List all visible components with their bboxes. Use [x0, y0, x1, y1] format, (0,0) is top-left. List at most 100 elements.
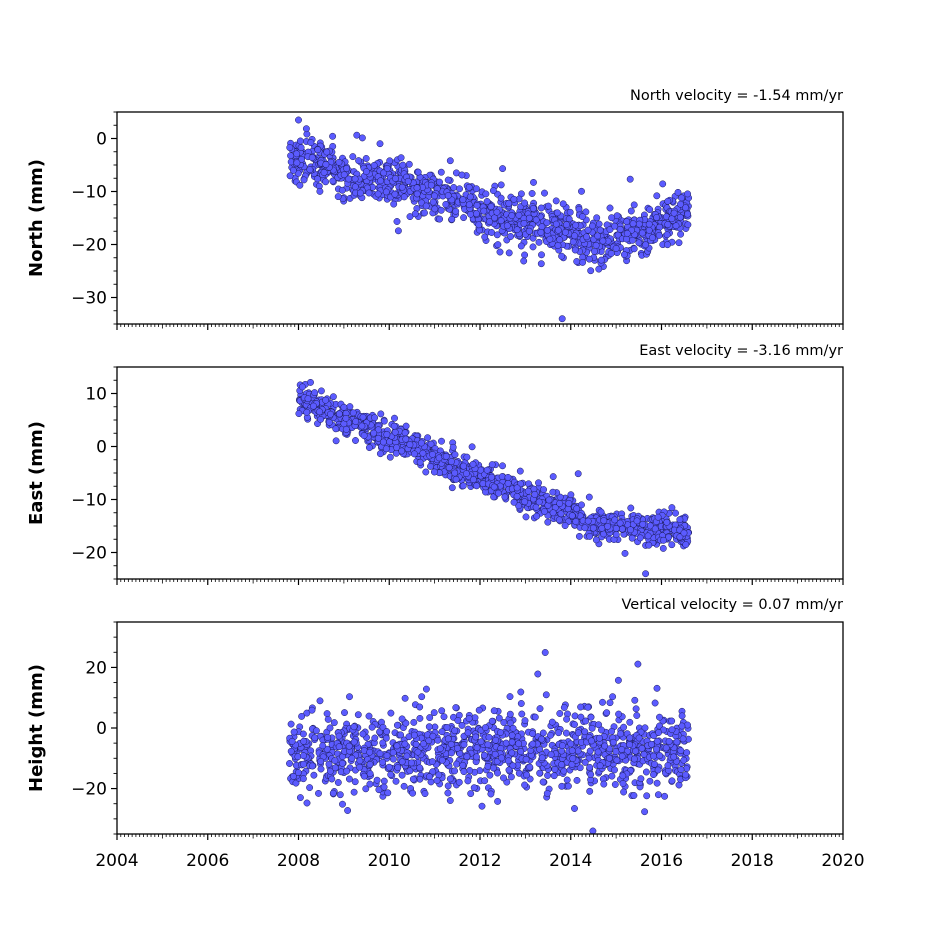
- north-data-point: [525, 227, 533, 235]
- height-data-point: [484, 741, 492, 749]
- north-data-point: [684, 190, 692, 198]
- height-data-point: [548, 718, 556, 726]
- height-data-point: [599, 698, 606, 706]
- east-data-point: [555, 516, 563, 524]
- height-data-point: [398, 715, 406, 723]
- north-data-point: [520, 257, 528, 265]
- height-data-point: [558, 742, 566, 749]
- north-data-point: [452, 207, 460, 215]
- east-data-point: [513, 484, 521, 492]
- height-data-point: [486, 771, 494, 779]
- height-data-point: [409, 789, 417, 797]
- north-data-point: [623, 218, 631, 226]
- north-data-point: [429, 198, 437, 206]
- height-data-point: [571, 721, 578, 728]
- north-data-point: [362, 155, 370, 162]
- height-data-point: [416, 714, 424, 722]
- height-data-point: [534, 670, 542, 678]
- east-data-point: [611, 516, 619, 524]
- height-data-point: [334, 779, 342, 786]
- north-data-point: [646, 206, 654, 213]
- height-data-point: [680, 756, 688, 764]
- north-data-point: [486, 218, 494, 226]
- east-data-point: [451, 469, 459, 477]
- north-data-point: [436, 215, 444, 223]
- north-data-point: [664, 197, 672, 205]
- east-data-point: [663, 518, 671, 526]
- east-data-point: [419, 449, 427, 457]
- height-data-point: [447, 740, 455, 748]
- north-data-point: [558, 315, 566, 323]
- height-data-point: [509, 724, 517, 732]
- east-data-point: [370, 429, 378, 437]
- north-data-point: [546, 235, 554, 243]
- north-data-point: [655, 231, 663, 239]
- east-data-point: [621, 549, 629, 557]
- north-data-point: [295, 116, 302, 124]
- height-data-point: [414, 748, 422, 756]
- height-data-point: [389, 749, 397, 757]
- height-data-point: [373, 776, 381, 784]
- east-data-point: [628, 534, 636, 542]
- north-data-point: [491, 214, 498, 222]
- height-data-point: [634, 660, 642, 668]
- north-data-point: [592, 241, 600, 249]
- north-axis-ticks: 0 −10 −20 −30: [71, 111, 844, 330]
- east-y-tick-label: 10: [85, 385, 107, 405]
- north-data-point: [296, 181, 304, 189]
- north-data-point: [444, 192, 452, 200]
- north-data-point: [400, 193, 408, 201]
- height-data-point: [416, 764, 424, 772]
- north-data-point: [322, 178, 330, 186]
- height-data-point: [446, 797, 454, 804]
- height-data-point: [296, 794, 304, 802]
- north-data-point: [293, 150, 301, 158]
- east-data-point: [463, 453, 471, 461]
- height-data-point: [376, 750, 384, 758]
- height-data-point: [653, 737, 661, 745]
- height-x-tick-label: 2012: [458, 851, 501, 871]
- north-data-point: [320, 169, 328, 176]
- height-data-point: [410, 731, 418, 739]
- height-data-point: [287, 747, 295, 755]
- north-data-point: [684, 221, 692, 229]
- height-data-point: [406, 767, 414, 775]
- height-data-point: [380, 783, 388, 791]
- height-data-point: [463, 753, 471, 761]
- height-data-point: [448, 749, 455, 757]
- north-data-point: [510, 195, 518, 203]
- height-data-point: [324, 715, 332, 723]
- east-y-tick-label: −10: [71, 491, 107, 511]
- height-data-point: [614, 676, 622, 684]
- east-data-point: [516, 467, 524, 475]
- height-data-point: [365, 712, 373, 720]
- height-data-point: [393, 742, 401, 750]
- height-data-point: [487, 790, 495, 798]
- height-data-point: [563, 715, 571, 723]
- east-data-point: [327, 410, 334, 418]
- east-data-point: [342, 425, 350, 433]
- east-data-point: [567, 491, 575, 499]
- height-data-point: [433, 777, 441, 784]
- height-data-point: [637, 775, 645, 783]
- height-data-point: [335, 732, 343, 740]
- height-data-point: [577, 703, 585, 711]
- north-data-point: [437, 168, 445, 176]
- height-data-point: [299, 730, 307, 738]
- north-plot-frame: [116, 111, 844, 325]
- height-data-point: [679, 735, 687, 743]
- east-data-point: [462, 470, 470, 478]
- east-data-point: [410, 450, 418, 458]
- north-data-point: [578, 213, 586, 221]
- east-data-point: [445, 464, 453, 472]
- north-data-point: [322, 161, 330, 168]
- east-data-point: [544, 518, 552, 526]
- height-data-point: [323, 710, 331, 718]
- height-data-point: [348, 754, 356, 762]
- height-data-point: [506, 710, 514, 718]
- north-data-point: [302, 125, 310, 133]
- height-data-point: [665, 738, 673, 745]
- east-data-point: [504, 473, 512, 481]
- east-data-point: [391, 428, 399, 436]
- north-data-point: [538, 251, 545, 259]
